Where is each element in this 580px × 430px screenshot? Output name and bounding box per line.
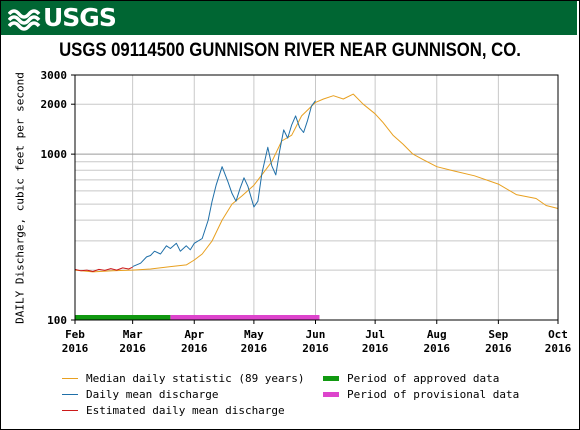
legend-swatch-approved [323,376,339,381]
x-tick-month: Sep [488,328,508,341]
x-tick-year: 2016 [302,342,329,355]
legend-item-median: Median daily statistic (89 years) [62,372,305,385]
usgs-logo-text: USGS [43,3,117,32]
x-tick-month: Aug [427,328,447,341]
legend-label-approved: Period of approved data [347,372,500,385]
legend-swatch-provisional [323,392,339,397]
x-tick-month: Jun [306,328,326,341]
legend-swatch-estimated [62,410,78,411]
legend-label-estimated: Estimated daily mean discharge [86,404,285,417]
legend-label-median: Median daily statistic (89 years) [86,372,305,385]
series-line-2 [74,266,133,272]
legend-item-approved: Period of approved data [323,372,499,385]
x-tick-month: Apr [184,328,204,341]
x-tick-year: 2016 [62,342,89,355]
legend-item-daily-mean: Daily mean discharge [62,388,218,401]
y-tick-label: 100 [47,314,67,327]
x-tick-year: 2016 [424,342,451,355]
x-tick-month: Mar [123,328,143,341]
period-bar-1 [170,315,320,320]
x-tick-year: 2016 [119,342,146,355]
x-tick-year: 2016 [362,342,389,355]
plot-border [74,74,559,321]
x-tick-month: May [244,328,264,341]
x-tick-year: 2016 [545,342,572,355]
y-tick-label: 1000 [41,148,68,161]
usgs-logo[interactable]: USGS [8,3,117,32]
series-line-1 [132,100,316,268]
legend-item-provisional: Period of provisional data [323,388,519,401]
usgs-wave-icon [8,9,41,31]
legend-label-daily-mean: Daily mean discharge [86,388,219,401]
legend-label-provisional: Period of provisional data [347,388,520,401]
period-bar-0 [75,315,171,320]
legend-swatch-daily-mean [62,394,78,395]
legend-swatch-median [62,378,78,379]
x-tick-year: 2016 [241,342,268,355]
series-line-0 [74,93,559,273]
data-period-bars [75,315,320,320]
x-tick-month: Oct [548,328,568,341]
x-tick-month: Feb [65,328,85,341]
y-tick-label: 2000 [41,98,68,111]
grid-lines [75,75,558,320]
y-tick-label: 3000 [41,69,68,82]
legend-item-estimated: Estimated daily mean discharge [62,404,285,417]
chart-title: USGS 09114500 GUNNISON RIVER NEAR GUNNIS… [59,40,521,61]
x-tick-year: 2016 [485,342,512,355]
x-tick-month: Jul [365,328,385,341]
x-axis-ticks: Feb2016Mar2016Apr2016May2016Jun2016Jul20… [62,320,572,355]
x-tick-year: 2016 [181,342,208,355]
series-lines [74,93,559,273]
y-axis-ticks: 100 1000 2000 3000 [41,69,75,327]
usgs-banner: USGS [1,1,577,35]
